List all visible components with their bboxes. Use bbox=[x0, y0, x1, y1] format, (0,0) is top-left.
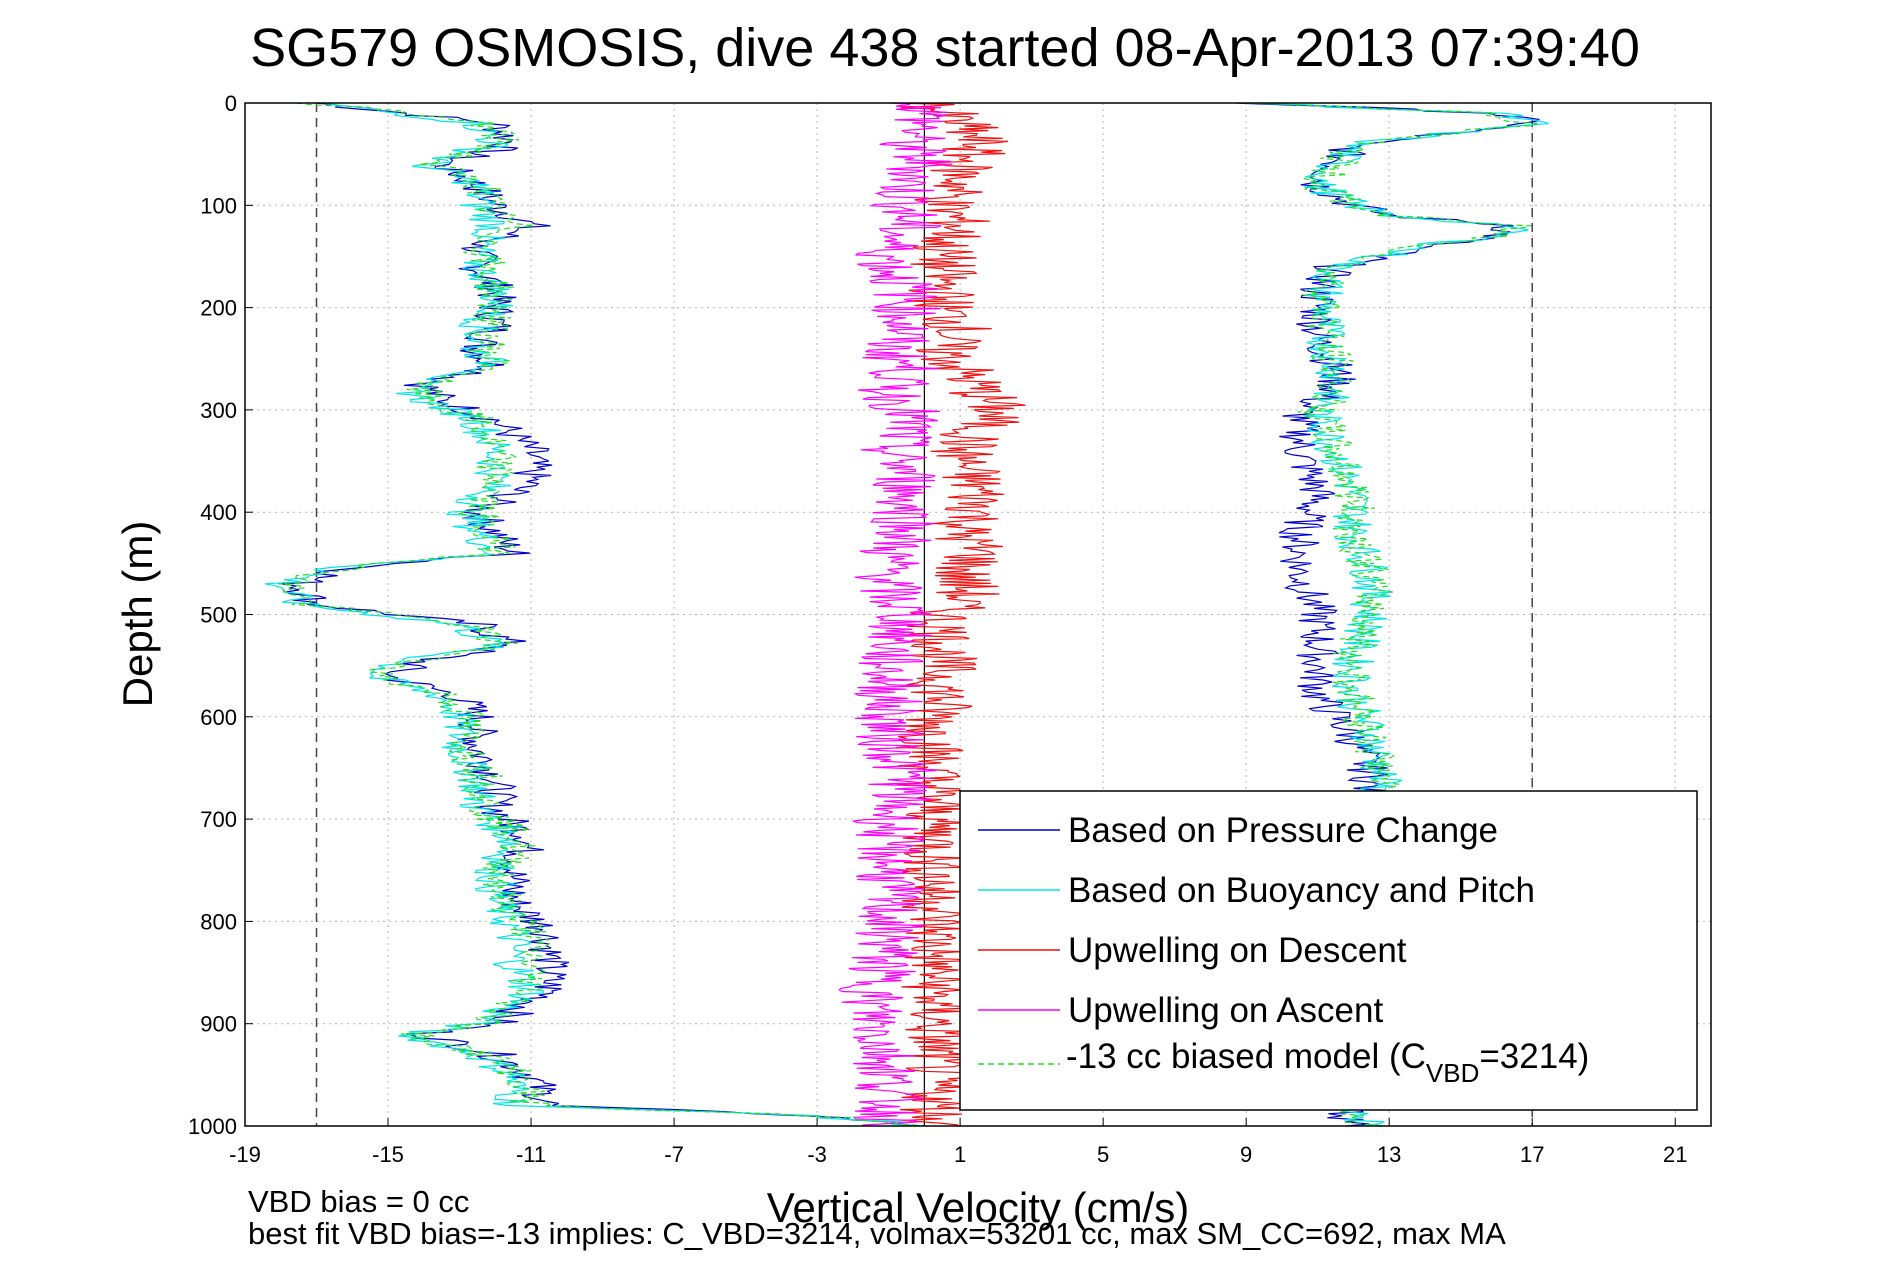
series-ascent bbox=[838, 102, 953, 1126]
legend-model-subscript: VBD bbox=[1426, 1058, 1479, 1088]
x-tick-label: 17 bbox=[1520, 1142, 1544, 1167]
y-tick-label: 800 bbox=[200, 909, 237, 934]
series-model-descent bbox=[277, 102, 928, 1127]
x-tick-label: 21 bbox=[1663, 1142, 1687, 1167]
y-axis-ticks: 0 100 200 300 400 500 600 700 800 900 1000 bbox=[188, 91, 253, 1139]
y-tick-label: 0 bbox=[225, 91, 237, 116]
y-tick-label: 700 bbox=[200, 807, 237, 832]
series-pressure-descent bbox=[281, 102, 920, 1127]
legend: Based on Pressure Change Based on Buoyan… bbox=[959, 790, 1698, 1111]
x-tick-label: -3 bbox=[807, 1142, 827, 1167]
x-tick-label: 1 bbox=[954, 1142, 966, 1167]
chart-title: SG579 OSMOSIS, dive 438 started 08-Apr-2… bbox=[250, 18, 1640, 78]
legend-box bbox=[959, 790, 1698, 1111]
series-descent bbox=[889, 102, 1026, 1126]
x-axis-label: Vertical Velocity (cm/s) bbox=[767, 1184, 1189, 1231]
legend-label-pressure: Based on Pressure Change bbox=[1068, 811, 1498, 850]
x-tick-label: 9 bbox=[1240, 1142, 1252, 1167]
legend-label-model: -13 cc biased model (CVBD=3214) bbox=[1066, 1037, 1589, 1088]
footnote-best-fit: best fit VBD bias=-13 implies: C_VBD=321… bbox=[248, 1216, 1506, 1251]
x-tick-label: 5 bbox=[1097, 1142, 1109, 1167]
series-lines bbox=[264, 102, 1549, 1127]
x-tick-label: -7 bbox=[664, 1142, 684, 1167]
y-tick-label: 900 bbox=[200, 1012, 237, 1037]
legend-label-descent: Upwelling on Descent bbox=[1068, 931, 1407, 970]
y-tick-label: 600 bbox=[200, 705, 237, 730]
footnote-vbd-bias: VBD bias = 0 cc bbox=[248, 1184, 469, 1219]
y-tick-label: 500 bbox=[200, 603, 237, 628]
x-tick-label: 13 bbox=[1377, 1142, 1401, 1167]
x-tick-label: -19 bbox=[229, 1142, 261, 1167]
legend-label-buoyancy: Based on Buoyancy and Pitch bbox=[1068, 871, 1535, 910]
y-tick-label: 300 bbox=[200, 398, 237, 423]
series-buoyancy-descent bbox=[264, 102, 921, 1127]
legend-label-ascent: Upwelling on Ascent bbox=[1068, 991, 1383, 1030]
legend-model-prefix: -13 cc biased model (C bbox=[1066, 1037, 1426, 1076]
x-axis-ticks: -19 -15 -11 -7 -3 1 5 9 13 17 21 bbox=[229, 1118, 1687, 1167]
legend-model-suffix: =3214) bbox=[1479, 1037, 1589, 1076]
y-tick-label: 200 bbox=[200, 296, 237, 321]
y-tick-label: 100 bbox=[200, 193, 237, 218]
x-tick-label: -11 bbox=[516, 1142, 546, 1167]
x-tick-label: -15 bbox=[372, 1142, 404, 1167]
y-tick-label: 400 bbox=[200, 500, 237, 525]
y-axis-label: Depth (m) bbox=[114, 521, 161, 708]
y-tick-label: 1000 bbox=[188, 1114, 237, 1139]
